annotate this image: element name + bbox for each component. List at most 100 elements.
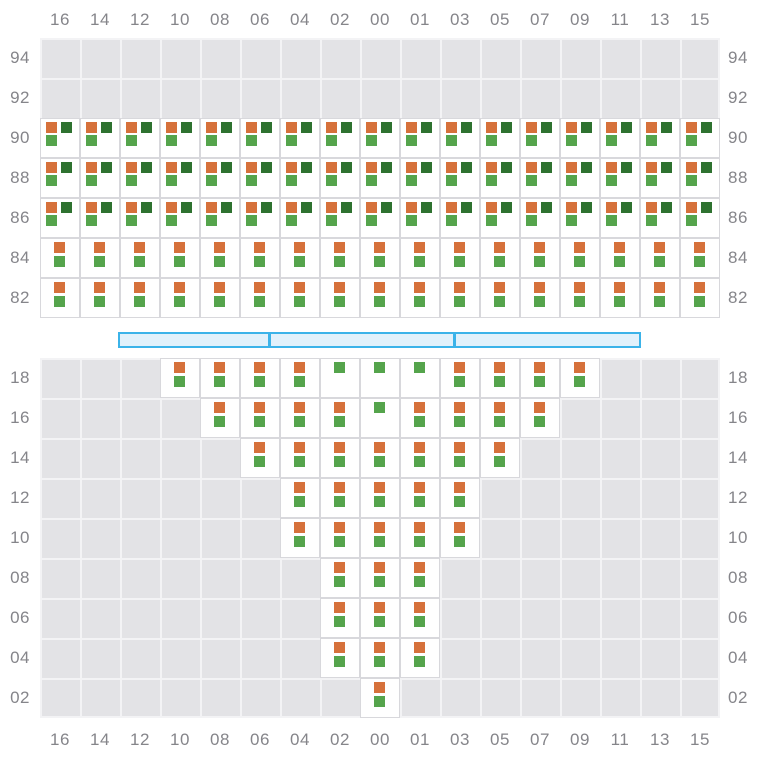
grid-cell-12-88[interactable] <box>121 159 159 197</box>
grid-cell-07-86[interactable] <box>521 199 559 237</box>
grid-cell-05-82[interactable] <box>481 279 519 317</box>
grid-cell-08-16[interactable] <box>201 399 239 437</box>
grid-cell-06-84[interactable] <box>241 239 279 277</box>
grid-cell-08-18[interactable] <box>201 359 239 397</box>
grid-cell-04-12[interactable] <box>281 479 319 517</box>
grid-cell-10-90[interactable] <box>161 119 199 157</box>
grid-cell-02-08[interactable] <box>321 559 359 597</box>
grid-cell-03-84[interactable] <box>441 239 479 277</box>
grid-cell-09-82[interactable] <box>561 279 599 317</box>
grid-cell-03-10[interactable] <box>441 519 479 557</box>
grid-cell-16-84[interactable] <box>41 239 79 277</box>
grid-cell-07-18[interactable] <box>521 359 559 397</box>
grid-cell-03-16[interactable] <box>441 399 479 437</box>
grid-cell-05-18[interactable] <box>481 359 519 397</box>
grid-cell-14-82[interactable] <box>81 279 119 317</box>
grid-cell-03-18[interactable] <box>441 359 479 397</box>
grid-cell-10-86[interactable] <box>161 199 199 237</box>
grid-cell-03-90[interactable] <box>441 119 479 157</box>
grid-cell-08-86[interactable] <box>201 199 239 237</box>
grid-cell-06-90[interactable] <box>241 119 279 157</box>
grid-cell-02-88[interactable] <box>321 159 359 197</box>
grid-cell-03-82[interactable] <box>441 279 479 317</box>
grid-cell-00-06[interactable] <box>361 599 399 637</box>
grid-cell-00-84[interactable] <box>361 239 399 277</box>
grid-cell-08-88[interactable] <box>201 159 239 197</box>
grid-cell-07-90[interactable] <box>521 119 559 157</box>
grid-cell-09-84[interactable] <box>561 239 599 277</box>
grid-cell-08-82[interactable] <box>201 279 239 317</box>
grid-cell-11-90[interactable] <box>601 119 639 157</box>
grid-cell-00-16[interactable] <box>361 399 399 437</box>
grid-cell-03-86[interactable] <box>441 199 479 237</box>
grid-cell-07-88[interactable] <box>521 159 559 197</box>
grid-cell-04-86[interactable] <box>281 199 319 237</box>
grid-cell-14-90[interactable] <box>81 119 119 157</box>
grid-cell-10-18[interactable] <box>161 359 199 397</box>
grid-cell-09-88[interactable] <box>561 159 599 197</box>
grid-cell-12-86[interactable] <box>121 199 159 237</box>
grid-cell-16-82[interactable] <box>41 279 79 317</box>
grid-cell-04-82[interactable] <box>281 279 319 317</box>
grid-cell-02-06[interactable] <box>321 599 359 637</box>
grid-cell-13-86[interactable] <box>641 199 679 237</box>
grid-cell-07-84[interactable] <box>521 239 559 277</box>
grid-cell-01-82[interactable] <box>401 279 439 317</box>
grid-cell-02-14[interactable] <box>321 439 359 477</box>
grid-cell-14-86[interactable] <box>81 199 119 237</box>
grid-cell-10-88[interactable] <box>161 159 199 197</box>
grid-cell-06-18[interactable] <box>241 359 279 397</box>
grid-cell-01-04[interactable] <box>401 639 439 677</box>
grid-cell-04-84[interactable] <box>281 239 319 277</box>
grid-cell-00-18[interactable] <box>361 359 399 397</box>
grid-cell-01-88[interactable] <box>401 159 439 197</box>
grid-cell-01-84[interactable] <box>401 239 439 277</box>
grid-cell-00-14[interactable] <box>361 439 399 477</box>
grid-cell-04-16[interactable] <box>281 399 319 437</box>
grid-cell-11-84[interactable] <box>601 239 639 277</box>
grid-cell-01-16[interactable] <box>401 399 439 437</box>
grid-cell-14-84[interactable] <box>81 239 119 277</box>
grid-cell-15-90[interactable] <box>681 119 719 157</box>
grid-cell-00-02[interactable] <box>361 679 399 717</box>
grid-cell-15-88[interactable] <box>681 159 719 197</box>
grid-cell-05-86[interactable] <box>481 199 519 237</box>
grid-cell-12-90[interactable] <box>121 119 159 157</box>
grid-cell-09-86[interactable] <box>561 199 599 237</box>
grid-cell-16-88[interactable] <box>41 159 79 197</box>
grid-cell-02-90[interactable] <box>321 119 359 157</box>
grid-cell-00-04[interactable] <box>361 639 399 677</box>
grid-cell-01-14[interactable] <box>401 439 439 477</box>
grid-cell-03-12[interactable] <box>441 479 479 517</box>
grid-cell-00-10[interactable] <box>361 519 399 557</box>
grid-cell-14-88[interactable] <box>81 159 119 197</box>
grid-cell-00-86[interactable] <box>361 199 399 237</box>
grid-cell-00-82[interactable] <box>361 279 399 317</box>
grid-cell-01-08[interactable] <box>401 559 439 597</box>
grid-cell-06-14[interactable] <box>241 439 279 477</box>
grid-cell-00-88[interactable] <box>361 159 399 197</box>
grid-cell-05-16[interactable] <box>481 399 519 437</box>
grid-cell-03-14[interactable] <box>441 439 479 477</box>
grid-cell-05-88[interactable] <box>481 159 519 197</box>
grid-cell-10-82[interactable] <box>161 279 199 317</box>
grid-cell-04-88[interactable] <box>281 159 319 197</box>
grid-cell-02-10[interactable] <box>321 519 359 557</box>
grid-cell-00-08[interactable] <box>361 559 399 597</box>
grid-cell-15-84[interactable] <box>681 239 719 277</box>
grid-cell-09-18[interactable] <box>561 359 599 397</box>
grid-cell-06-86[interactable] <box>241 199 279 237</box>
grid-cell-13-84[interactable] <box>641 239 679 277</box>
grid-cell-02-84[interactable] <box>321 239 359 277</box>
grid-cell-12-82[interactable] <box>121 279 159 317</box>
grid-cell-01-90[interactable] <box>401 119 439 157</box>
grid-cell-02-86[interactable] <box>321 199 359 237</box>
grid-cell-06-82[interactable] <box>241 279 279 317</box>
grid-cell-04-18[interactable] <box>281 359 319 397</box>
grid-cell-16-90[interactable] <box>41 119 79 157</box>
grid-cell-02-12[interactable] <box>321 479 359 517</box>
grid-cell-11-88[interactable] <box>601 159 639 197</box>
grid-cell-05-84[interactable] <box>481 239 519 277</box>
grid-cell-10-84[interactable] <box>161 239 199 277</box>
grid-cell-01-18[interactable] <box>401 359 439 397</box>
